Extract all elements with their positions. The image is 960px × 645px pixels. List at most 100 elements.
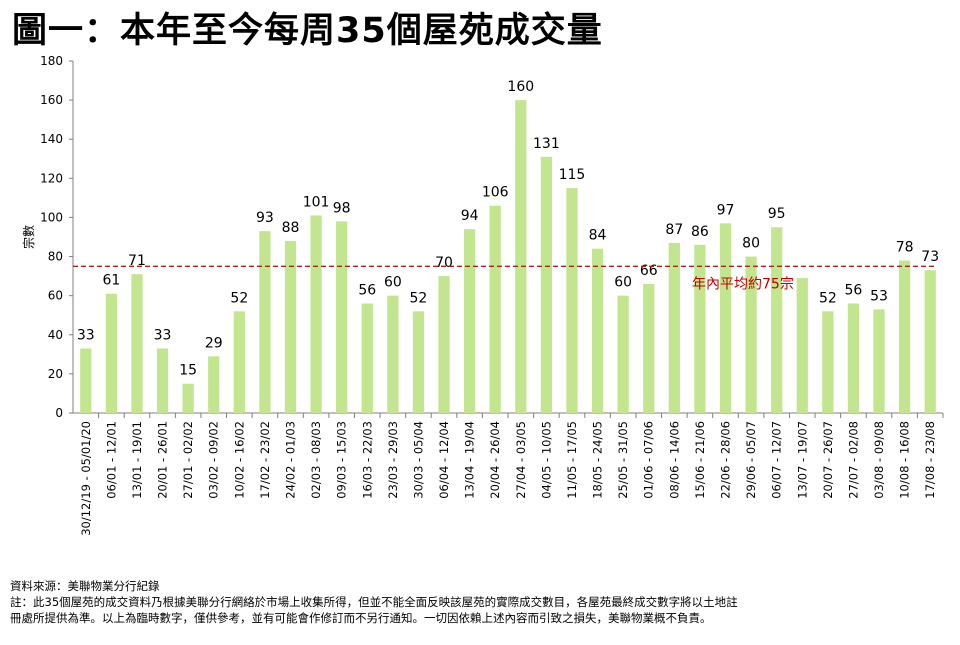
bar	[438, 276, 450, 413]
bar-value-label: 61	[102, 273, 120, 289]
bar-value-label: 84	[589, 228, 607, 244]
disclaimer-line-1: 註：此35個屋苑的成交資料乃根據美聯分行網絡於市場上收集所得，但並不能全面反映該…	[10, 595, 738, 609]
x-tick-label: 30/12/19 - 05/01/20	[79, 421, 93, 536]
bar	[515, 100, 527, 413]
y-tick-label: 140	[40, 132, 63, 146]
y-tick-label: 40	[48, 328, 63, 342]
x-tick-label: 27/01 - 02/02	[181, 421, 195, 499]
y-tick-label: 60	[48, 289, 63, 303]
bar-value-label: 115	[559, 167, 586, 183]
bar-value-label: 88	[282, 220, 300, 236]
bar-value-label: 78	[896, 239, 914, 255]
bar	[771, 227, 783, 413]
bar	[540, 156, 553, 414]
x-tick-label: 08/06 - 14/06	[667, 421, 681, 499]
bar-value-label: 60	[614, 275, 632, 291]
bar-value-label: 56	[358, 282, 376, 298]
x-tick-label: 20/01 - 26/01	[156, 421, 170, 499]
bar	[643, 283, 655, 413]
x-tick-label: 17/02 - 23/02	[258, 421, 272, 499]
bar	[745, 256, 757, 413]
bar-value-label: 52	[230, 290, 248, 306]
x-tick-label: 20/07 - 26/07	[821, 421, 835, 499]
bar-value-label: 160	[507, 79, 534, 95]
x-tick-label: 25/05 - 31/05	[616, 421, 630, 499]
bar	[873, 309, 885, 413]
x-tick-label: 13/04 - 19/04	[463, 421, 477, 499]
bar-value-label: 56	[845, 282, 863, 298]
x-tick-label: 11/05 - 17/05	[565, 421, 579, 499]
y-tick-label: 20	[48, 367, 63, 381]
disclaimer-line-2: 冊處所提供為準。以上為臨時數字，僅供參考，並有可能會作修訂而不另行通知。一切因依…	[10, 611, 712, 625]
bar	[336, 221, 348, 413]
y-tick-label: 180	[40, 54, 63, 68]
bar	[924, 270, 936, 413]
bar	[591, 248, 604, 413]
bar-value-label: 131	[533, 136, 560, 152]
x-tick-label: 03/02 - 09/02	[207, 421, 221, 499]
x-tick-label: 06/07 - 12/07	[770, 421, 784, 499]
bar	[412, 311, 425, 413]
chart-title: 圖一：本年至今每周35個屋苑成交量	[12, 11, 603, 51]
x-tick-label: 09/03 - 15/03	[335, 421, 349, 499]
bar-value-label: 60	[384, 275, 402, 291]
bar	[131, 274, 143, 413]
x-tick-label: 10/02 - 16/02	[232, 421, 246, 499]
y-tick-label: 120	[40, 171, 63, 185]
bar-value-label: 73	[921, 249, 939, 265]
x-tick-label: 22/06 - 28/06	[719, 421, 733, 499]
x-tick-label: 16/03 - 22/03	[360, 421, 374, 499]
x-tick-label: 02/03 - 08/03	[309, 421, 323, 499]
x-tick-label: 15/06 - 21/06	[693, 421, 707, 499]
bar	[233, 311, 245, 413]
y-tick-label: 100	[40, 210, 63, 224]
bar	[182, 383, 194, 413]
bar-value-label: 66	[640, 263, 658, 279]
x-tick-label: 18/05 - 24/05	[591, 421, 605, 499]
x-tick-label: 27/04 - 03/05	[514, 421, 528, 499]
x-tick-label: 29/06 - 05/07	[744, 421, 758, 499]
x-tick-label: 20/04 - 26/04	[488, 421, 502, 499]
bar	[80, 348, 92, 413]
bar	[566, 188, 578, 413]
bar	[105, 293, 118, 413]
bar-value-label: 33	[77, 327, 95, 343]
bar-value-label: 52	[819, 290, 837, 306]
bar	[156, 348, 169, 413]
x-tick-label: 03/08 - 09/08	[872, 421, 886, 499]
bar-value-label: 70	[435, 255, 453, 271]
bar	[822, 311, 834, 413]
bar	[463, 229, 476, 413]
bar-value-label: 80	[742, 236, 760, 252]
x-tick-label: 27/07 - 02/08	[846, 421, 860, 499]
bar-value-label: 106	[482, 185, 509, 201]
bar-value-label: 29	[205, 335, 223, 351]
y-axis-label: 宗數	[21, 225, 36, 249]
x-tick-label: 01/06 - 07/06	[642, 421, 656, 499]
bar	[284, 240, 297, 413]
bar-value-label: 15	[179, 363, 197, 379]
bar	[387, 295, 399, 413]
bar-value-label: 33	[154, 327, 172, 343]
x-tick-label: 24/02 - 01/03	[284, 421, 298, 499]
bar-value-label: 86	[691, 224, 709, 240]
bar-value-label: 53	[870, 288, 888, 304]
bar-value-label: 52	[410, 290, 428, 306]
x-tick-label: 23/03 - 29/03	[386, 421, 400, 499]
bar	[719, 223, 732, 413]
bar-value-label: 87	[665, 222, 683, 238]
x-tick-label: 06/04 - 12/04	[437, 421, 451, 499]
bar-value-label: 93	[256, 210, 274, 226]
bar-value-label: 95	[768, 206, 786, 222]
bar	[208, 356, 220, 413]
average-label: 年內平均約75宗	[692, 276, 794, 292]
x-tick-label: 10/08 - 16/08	[898, 421, 912, 499]
bar	[617, 295, 629, 413]
bar-value-label: 97	[717, 202, 735, 218]
chart-notes: 資料來源：美聯物業分行紀錄 註：此35個屋苑的成交資料乃根據美聯分行網絡於市場上…	[10, 578, 950, 626]
bar	[847, 303, 860, 413]
y-tick-label: 160	[40, 93, 63, 107]
bar	[694, 244, 706, 413]
bar-chart: 0 20 40 60 80 100 120 140 160 180 宗數 33 30/12/19 - 0…	[21, 54, 944, 536]
x-tick-label: 13/01 - 19/01	[130, 421, 144, 499]
